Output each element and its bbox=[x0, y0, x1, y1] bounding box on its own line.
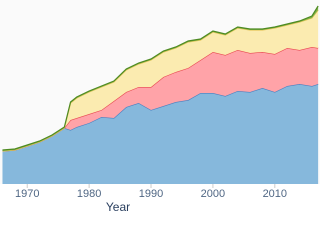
area-line bbox=[2, 5, 319, 151]
x-tick-label: 2010 bbox=[263, 188, 287, 200]
area-fill bbox=[2, 47, 319, 151]
chart: Year 1970 1980 1990 2000 2010 bbox=[2, 5, 319, 215]
x-tick-label: 1980 bbox=[77, 188, 101, 200]
x-tick-label: 1970 bbox=[15, 188, 39, 200]
area-fill bbox=[2, 84, 319, 184]
x-tick-label: 2000 bbox=[201, 188, 225, 200]
area-fill bbox=[2, 10, 319, 151]
x-axis-title: Year bbox=[106, 200, 130, 214]
x-tick-label: 1990 bbox=[139, 188, 163, 200]
